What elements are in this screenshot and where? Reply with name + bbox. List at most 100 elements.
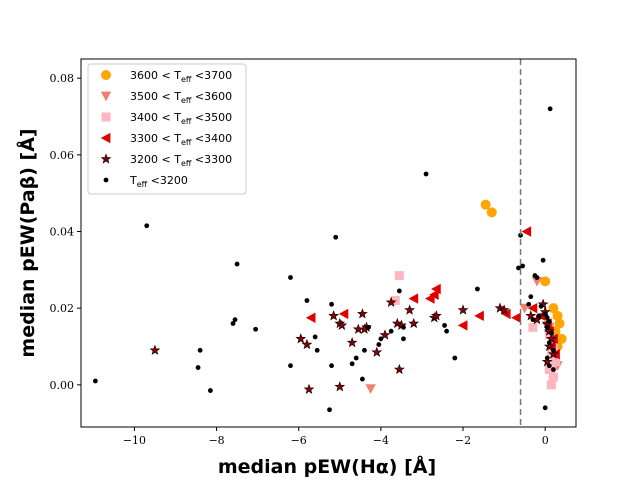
data-point [548,330,554,336]
y-tick-label: 0.08 [50,72,75,85]
data-point [362,347,367,353]
x-axis-label: median pEW(Hα) [Å] [218,454,436,478]
legend-box [87,63,247,195]
data-point [544,324,550,330]
data-point [396,288,402,294]
data-point [521,226,532,237]
legend-label: 3600 < Teff <3700 [130,69,232,84]
data-point [511,312,521,323]
y-axis-ticks: 0.00 0.02 0.04 0.06 0.08 [50,72,81,392]
data-point [366,324,371,330]
data-point [401,336,406,342]
data-point [554,318,565,329]
data-point [516,265,521,271]
x-tick-label: −10 [123,434,146,447]
data-point [550,357,560,367]
data-point [408,317,420,329]
data-point [149,344,161,355]
legend-marker [100,132,111,144]
data-point [530,317,536,323]
data-point [544,330,554,340]
data-point [376,342,382,347]
legend: 3600 < Teff <3700 3500 < Teff <3600 3400 <… [87,63,247,195]
data-point [442,323,447,328]
data-point [500,308,511,320]
y-tick-label: 0.00 [50,379,75,392]
y-axis-label: median pEW(Paβ) [Å] [15,128,39,357]
x-tick-label: −4 [373,434,389,447]
x-tick-label: −6 [291,434,307,447]
data-point [314,347,320,353]
x-axis-ticks: −10 −8 −6 −4 −2 0 [123,427,549,447]
data-marks [92,106,567,413]
x-tick-label: −8 [208,434,224,447]
data-point [195,365,201,370]
data-point [288,363,293,369]
data-point [556,333,567,344]
data-point [295,333,307,344]
legend-label: 3500 < Teff <3600 [130,90,232,105]
data-point [388,328,394,334]
data-point [334,381,346,392]
data-point [408,293,419,304]
data-point [452,355,458,361]
data-point [551,367,556,372]
data-point [518,232,523,238]
data-point [545,333,557,344]
data-point [365,384,376,394]
data-point [232,317,238,323]
data-point [543,340,555,352]
legend-label: Teff <3200 [129,174,188,189]
data-point [338,308,349,320]
data-point [536,313,542,319]
data-point [541,356,553,367]
data-point [394,271,404,281]
x-tick-label: 0 [542,434,549,447]
data-point [540,276,551,287]
data-point [333,234,339,240]
data-point [546,340,552,346]
data-point [92,378,98,384]
data-point [207,388,213,393]
data-point [544,315,550,321]
data-point [525,310,537,321]
data-point [431,283,441,295]
data-point [336,319,348,330]
data-point [429,289,439,300]
data-point [312,334,318,340]
data-point [475,286,480,292]
data-point [526,301,532,307]
legend-label: 3400 < Teff <3500 [130,111,232,126]
data-point [303,383,315,395]
legend-marker [101,112,111,122]
data-point [304,298,310,303]
data-point [329,363,334,369]
data-point [423,171,429,177]
legend-label: 3300 < Teff <3400 [130,132,232,147]
data-point [401,324,406,330]
y-tick-label: 0.02 [50,302,75,315]
y-tick-label: 0.04 [50,226,75,239]
legend-marker [100,91,112,102]
data-point [551,347,556,353]
data-point [327,407,332,413]
data-point [197,347,203,353]
data-point [371,346,383,357]
series-5 [92,106,556,413]
y-tick-label: 0.06 [50,149,75,162]
plot-frame [80,58,577,428]
data-point [144,223,150,229]
data-point [547,106,553,112]
data-point [404,304,416,315]
data-point [356,308,368,319]
x-tick-label: −2 [455,434,471,447]
data-point [544,355,550,361]
data-point [486,207,497,218]
data-point [444,328,450,334]
data-point [528,322,538,332]
data-point [538,303,544,309]
data-point [430,310,442,321]
data-point [498,304,510,315]
data-point [230,321,236,326]
